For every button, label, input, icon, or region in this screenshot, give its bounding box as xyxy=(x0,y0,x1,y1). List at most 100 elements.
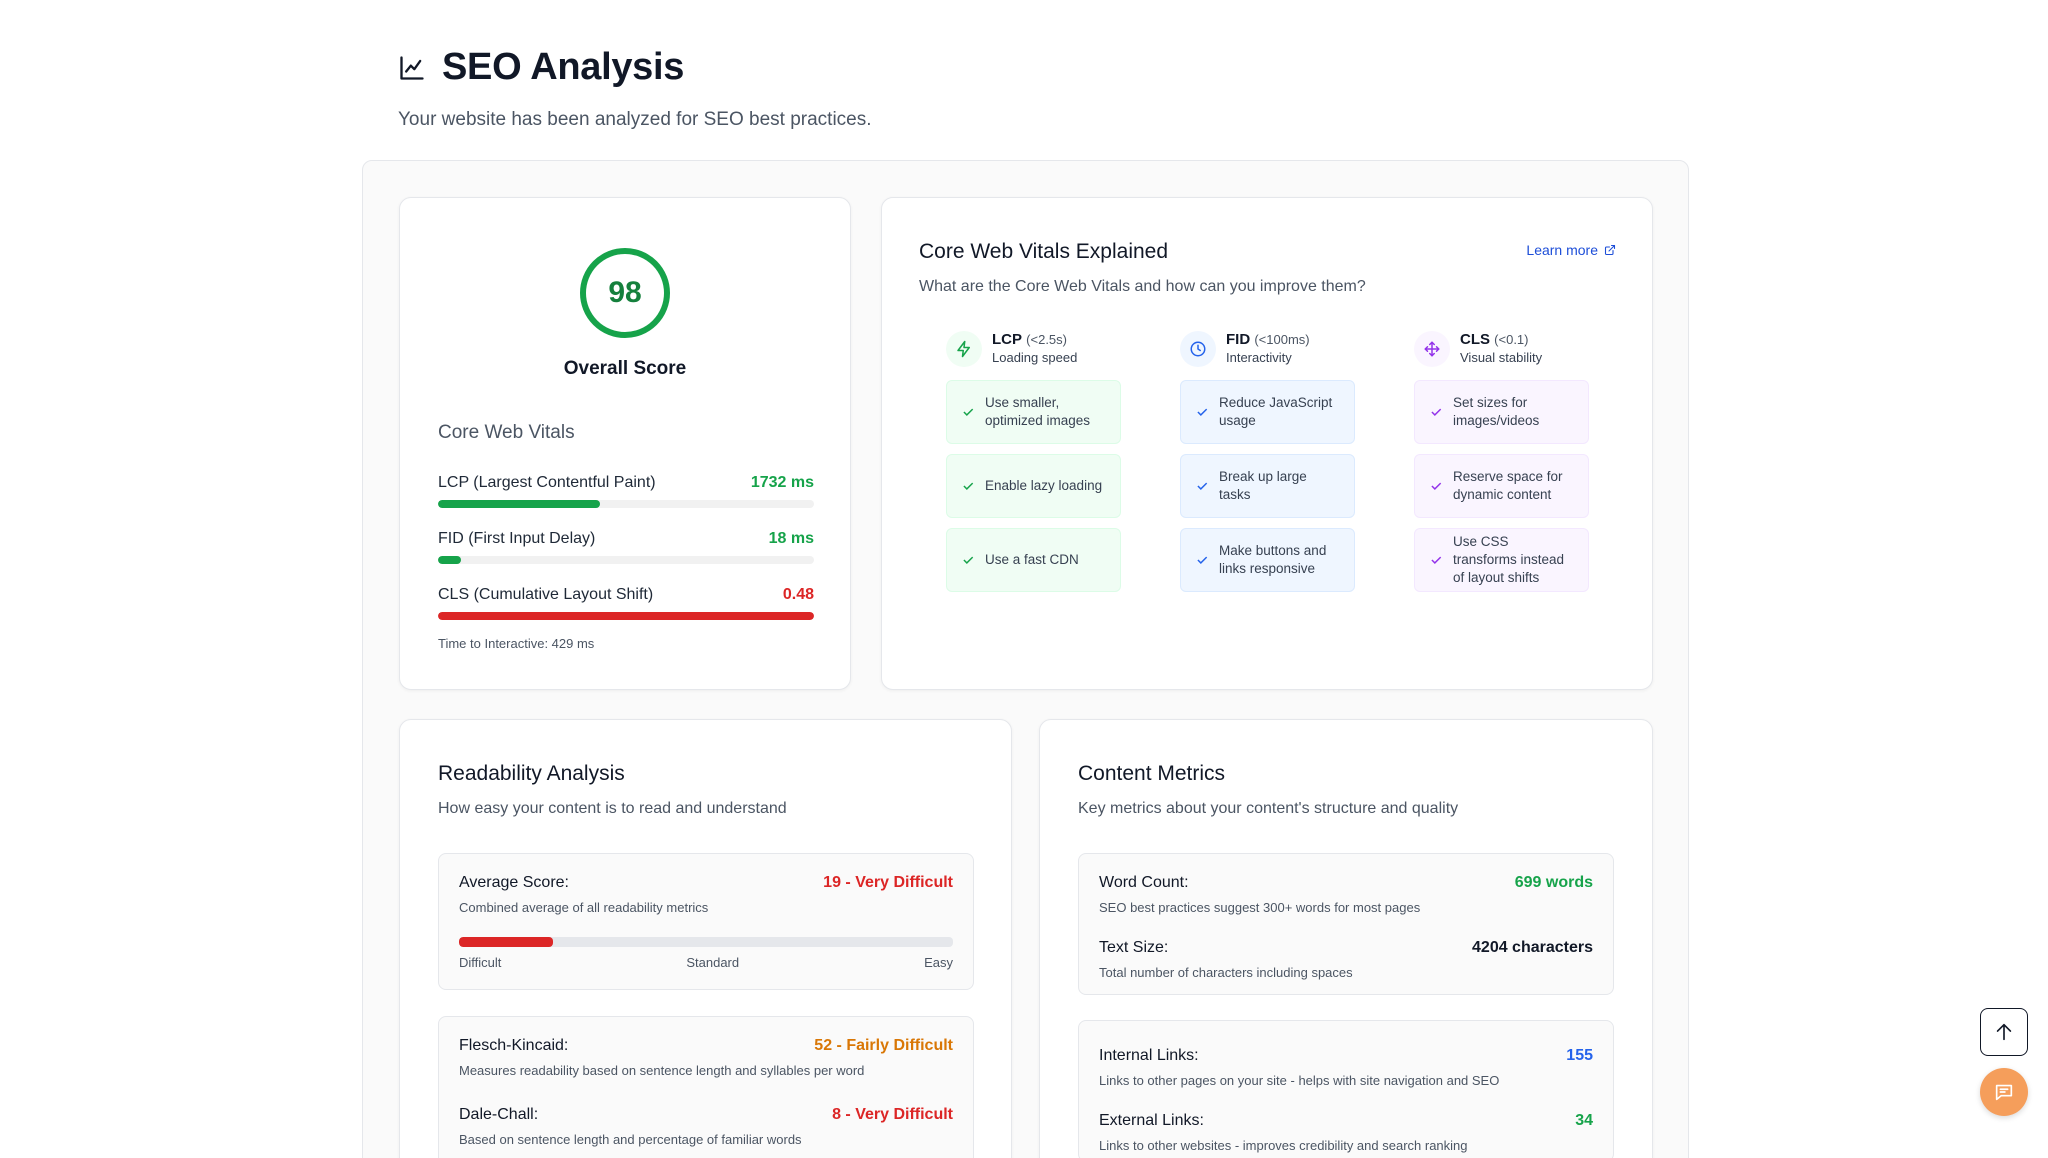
readability-fill xyxy=(459,937,553,947)
flesch-desc: Measures readability based on sentence l… xyxy=(459,1063,865,1078)
tip-text: Make buttons and links responsive xyxy=(1219,543,1327,576)
vital-threshold: (<2.5s) xyxy=(1026,332,1067,347)
tip-item: Use smaller, optimized images xyxy=(946,380,1121,444)
tip-item: Use a fast CDN xyxy=(946,528,1121,592)
lightning-icon xyxy=(946,331,982,367)
vital-description: Loading speed xyxy=(992,350,1078,365)
tip-item: Reserve space for dynamic content xyxy=(1414,454,1589,518)
dale-chall-label: Dale-Chall: xyxy=(459,1106,539,1123)
learn-more-label: Learn more xyxy=(1526,242,1598,258)
internal-links-value: 155 xyxy=(1566,1047,1593,1064)
tip-item: Set sizes for images/videos xyxy=(1414,380,1589,444)
dale-chall-value: 8 - Very Difficult xyxy=(832,1106,953,1123)
readability-metrics-panel: Flesch-Kincaid: 52 - Fairly Difficult Me… xyxy=(438,1016,974,1158)
average-score-label: Average Score: xyxy=(459,874,569,891)
vital-column-fid: FID (<100ms) Interactivity Reduce JavaSc… xyxy=(1180,328,1355,592)
page-header: SEO Analysis Your website has been analy… xyxy=(398,46,872,131)
check-icon xyxy=(1431,482,1442,490)
metric-value: 0.48 xyxy=(782,586,814,603)
tip-item: Enable lazy loading xyxy=(946,454,1121,518)
arrow-up-icon xyxy=(1996,1023,2012,1041)
progress-bar xyxy=(438,556,814,564)
score-value: 98 xyxy=(608,276,642,309)
tip-item: Break up large tasks xyxy=(1180,454,1355,518)
average-score-value: 19 - Very Difficult xyxy=(823,874,953,891)
readability-card: Readability Analysis How easy your conte… xyxy=(399,719,1012,1158)
time-to-interactive: Time to Interactive: 429 ms xyxy=(438,636,595,651)
vital-abbr: LCP xyxy=(992,331,1022,348)
vital-abbr: CLS xyxy=(1460,331,1490,348)
average-score-desc: Combined average of all readability metr… xyxy=(459,900,709,915)
vital-threshold: (<100ms) xyxy=(1254,332,1310,347)
tip-text: Use a fast CDN xyxy=(985,552,1079,567)
progress-fill xyxy=(438,500,600,508)
word-count-label: Word Count: xyxy=(1099,874,1189,891)
score-ring: 98 xyxy=(580,248,670,338)
move-icon xyxy=(1414,331,1450,367)
line-chart-icon xyxy=(400,55,424,80)
check-icon xyxy=(1431,408,1442,416)
check-icon xyxy=(963,408,974,416)
tip-text: Set sizes for images/videos xyxy=(1453,395,1540,428)
core-web-vitals-heading: Core Web Vitals xyxy=(438,422,575,443)
internal-links-label: Internal Links: xyxy=(1099,1047,1199,1064)
learn-more-link[interactable]: Learn more xyxy=(1526,242,1616,258)
tip-text: Reduce JavaScript usage xyxy=(1219,395,1333,428)
word-count-desc: SEO best practices suggest 300+ words fo… xyxy=(1099,900,1421,915)
metric-value: 1732 ms xyxy=(750,474,814,491)
core-web-vitals-explained-card: Core Web Vitals Explained What are the C… xyxy=(881,197,1653,690)
metric-value: 18 ms xyxy=(768,530,814,547)
progress-bar xyxy=(438,612,814,620)
check-icon xyxy=(1197,556,1208,564)
metric-name: FID (First Input Delay) xyxy=(438,530,596,547)
page-title: SEO Analysis xyxy=(442,46,685,88)
scroll-to-top-button[interactable] xyxy=(1980,1008,2028,1056)
vital-abbr: FID xyxy=(1226,331,1251,348)
readability-bar xyxy=(459,937,953,947)
vital-threshold: (<0.1) xyxy=(1494,332,1529,347)
content-metrics-card: Content Metrics Key metrics about your c… xyxy=(1039,719,1653,1158)
vital-description: Visual stability xyxy=(1460,350,1543,365)
card-subtitle: How easy your content is to read and und… xyxy=(438,800,787,817)
text-size-desc: Total number of characters including spa… xyxy=(1099,965,1353,980)
tip-item: Use CSS transforms instead of layout shi… xyxy=(1414,528,1589,592)
tip-item: Reduce JavaScript usage xyxy=(1180,380,1355,444)
vital-description: Interactivity xyxy=(1226,350,1292,365)
tip-text: Reserve space for dynamic content xyxy=(1453,469,1563,502)
tip-text: Enable lazy loading xyxy=(985,478,1103,493)
tip-text: Use CSS transforms instead of layout shi… xyxy=(1453,534,1565,585)
progress-fill xyxy=(438,556,461,564)
external-links-value: 34 xyxy=(1575,1112,1593,1129)
flesch-value: 52 - Fairly Difficult xyxy=(814,1037,953,1054)
tip-item: Make buttons and links responsive xyxy=(1180,528,1355,592)
vital-column-lcp: LCP (<2.5s) Loading speed Use smaller, o… xyxy=(946,328,1121,592)
readability-scale: Difficult Standard Easy xyxy=(459,955,953,970)
scale-label: Easy xyxy=(924,955,953,970)
check-icon xyxy=(963,556,974,564)
card-title: Content Metrics xyxy=(1078,762,1226,785)
metric-name: CLS (Cumulative Layout Shift) xyxy=(438,586,654,603)
chat-button[interactable] xyxy=(1980,1068,2028,1116)
metric-cls: CLS (Cumulative Layout Shift) 0.48 xyxy=(438,586,814,620)
tip-text: Break up large tasks xyxy=(1219,469,1307,502)
check-icon xyxy=(1431,556,1442,564)
word-count-value: 699 words xyxy=(1514,874,1593,891)
overall-score-card: 98 Overall Score Core Web Vitals LCP (La… xyxy=(399,197,851,690)
metric-lcp: LCP (Largest Contentful Paint) 1732 ms xyxy=(438,474,814,508)
average-score-panel: Average Score: 19 - Very Difficult Combi… xyxy=(438,853,974,990)
scale-label: Difficult xyxy=(459,955,502,970)
vital-column-cls: CLS (<0.1) Visual stability Set sizes fo… xyxy=(1414,328,1589,592)
dale-chall-desc: Based on sentence length and percentage … xyxy=(459,1132,802,1147)
tip-text: Use smaller, optimized images xyxy=(985,395,1091,428)
card-title: Readability Analysis xyxy=(438,762,625,785)
internal-links-desc: Links to other pages on your site - help… xyxy=(1099,1073,1500,1088)
card-subtitle: Key metrics about your content's structu… xyxy=(1078,800,1459,817)
card-subtitle: What are the Core Web Vitals and how can… xyxy=(919,278,1366,295)
check-icon xyxy=(1197,408,1208,416)
content-size-panel: Word Count: 699 words SEO best practices… xyxy=(1078,853,1614,995)
chat-icon xyxy=(1995,1084,2013,1101)
clock-icon xyxy=(1180,331,1216,367)
text-size-label: Text Size: xyxy=(1099,939,1169,956)
external-link-icon xyxy=(1604,244,1616,256)
text-size-value: 4204 characters xyxy=(1472,939,1593,956)
